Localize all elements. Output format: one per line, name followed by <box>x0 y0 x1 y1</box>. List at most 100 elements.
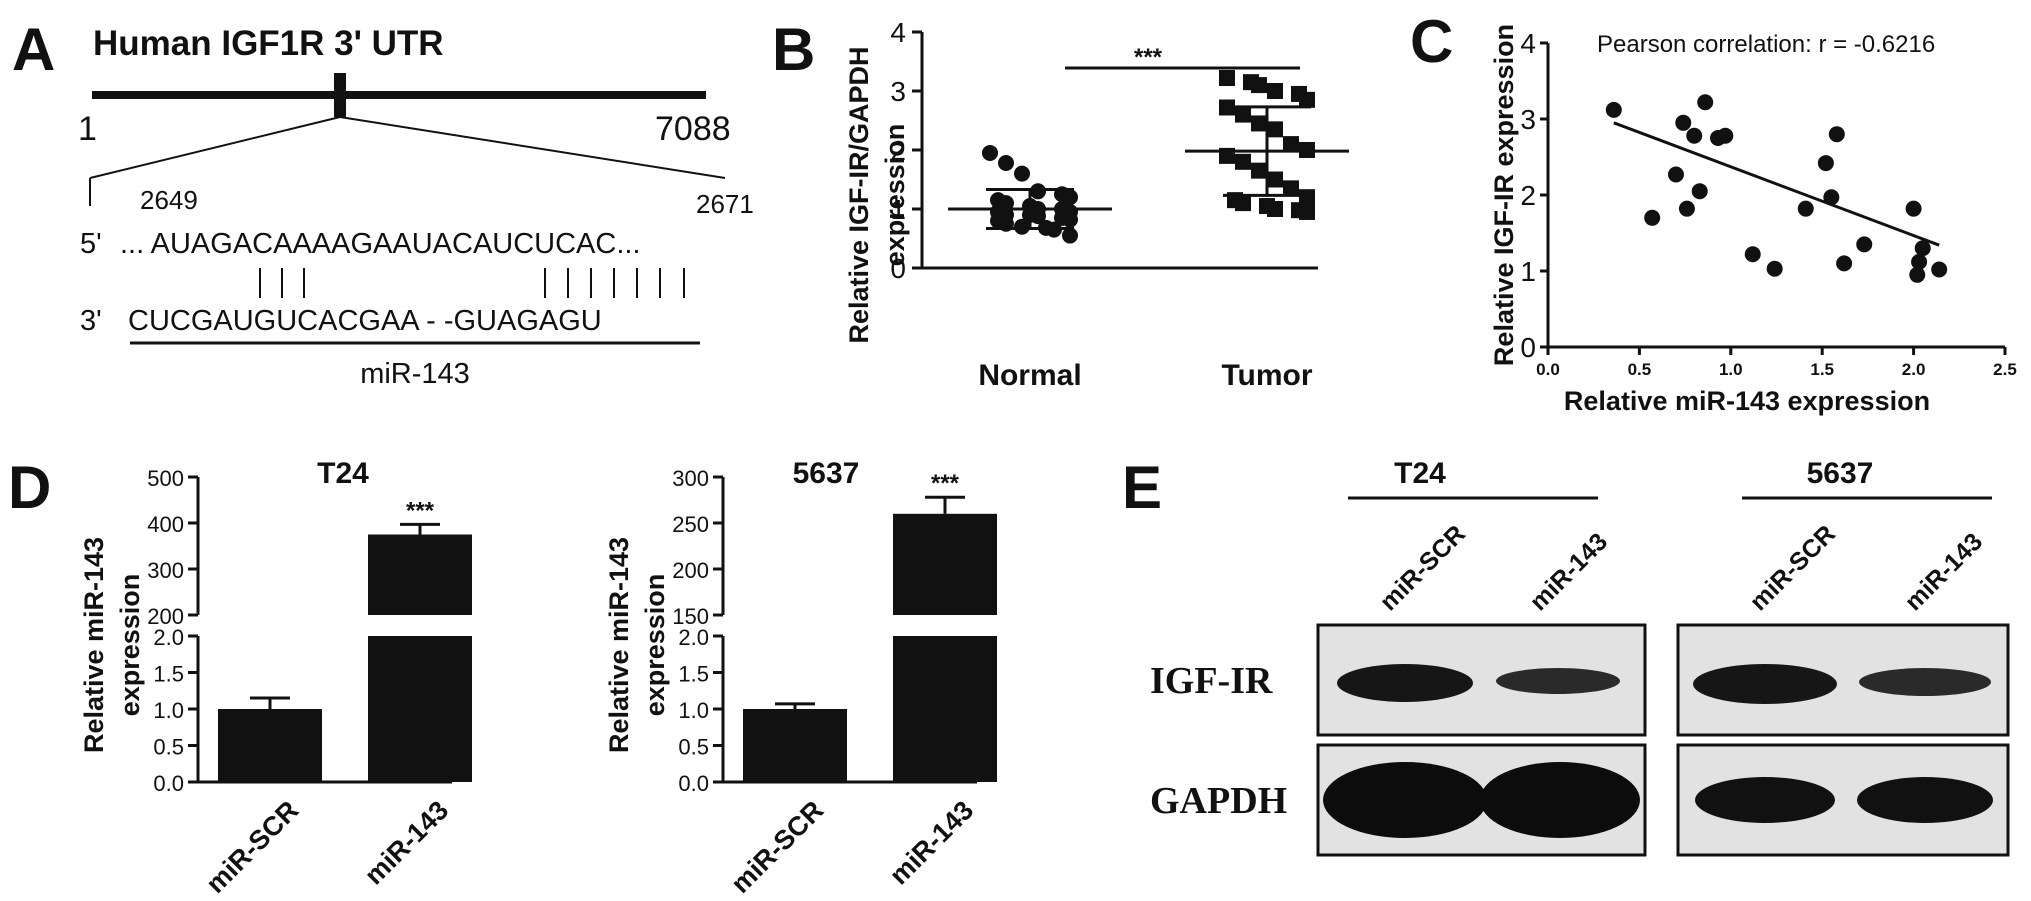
b-ylabel-line1: Relative IGF-IR/GAPDH <box>844 46 874 343</box>
c-ytick-label: 1 <box>1520 256 1536 287</box>
b-ytick-label: 3 <box>890 76 906 107</box>
b-point-tumor <box>1267 201 1283 217</box>
e-lane-t24-143: miR-143 <box>1524 528 1613 617</box>
c-xtick-label: 1.0 <box>1719 360 1743 379</box>
c-point <box>1644 209 1661 226</box>
c-xlabel: Relative miR-143 expression <box>1564 386 1930 416</box>
c-point <box>1675 114 1692 131</box>
b-ytick-label: 2 <box>890 135 906 166</box>
b-point-normal <box>982 144 998 161</box>
d-ytick-label: 200 <box>672 558 709 583</box>
b-point-tumor <box>1267 83 1283 99</box>
c-xtick-label: 0.0 <box>1536 360 1560 379</box>
b-ytick-label: 4 <box>890 17 906 48</box>
d-ytick-label: 2.0 <box>678 625 709 650</box>
e-band-5637-gapdh-scr <box>1695 777 1835 823</box>
d1-ylabel-line1: Relative miR-143 <box>79 537 109 753</box>
b-point-normal <box>998 215 1014 232</box>
mir-name: miR-143 <box>360 358 470 390</box>
d-bar-miR-SCR <box>743 709 847 782</box>
c-point <box>1856 236 1873 253</box>
panel-label-e: E <box>1122 454 1162 521</box>
b-point-tumor <box>1219 70 1235 87</box>
c-point <box>1914 240 1931 257</box>
e-row-igf1r: IGF-IR <box>1150 660 1273 702</box>
b-point-tumor <box>1219 99 1235 116</box>
d-bar-miR-143-upper <box>893 513 997 615</box>
panel-label-d: D <box>8 454 51 521</box>
b-point-tumor <box>1251 162 1267 179</box>
d-ytick-label: 250 <box>672 512 709 537</box>
b-ytick-label: 1 <box>890 194 906 225</box>
zoom-line-left <box>89 116 341 179</box>
e-lane-5637-scr: miR-SCR <box>1744 520 1840 616</box>
mir-sequence: CUCGAUGUCACGAA - -GUAGAGU <box>128 305 602 337</box>
b-point-tumor <box>1299 203 1315 220</box>
b-point-normal <box>1014 218 1030 235</box>
three-prime-label: 3' <box>80 305 102 337</box>
five-prime-label: 5' <box>80 228 102 260</box>
b-point-tumor <box>1267 121 1283 138</box>
b-point-normal <box>1062 211 1078 228</box>
c-point <box>1828 126 1845 143</box>
d1-title: T24 <box>317 457 369 490</box>
e-band-t24-gapdh-143 <box>1480 762 1640 838</box>
e-row-gapdh: GAPDH <box>1150 780 1287 822</box>
b-point-tumor <box>1267 171 1283 188</box>
d-ytick-label: 200 <box>147 604 184 629</box>
b-point-tumor <box>1283 180 1299 197</box>
d-ytick-label: 500 <box>147 466 184 491</box>
e-group-t24: T24 <box>1394 457 1446 490</box>
c-point <box>1678 200 1695 217</box>
d2-title: 5637 <box>793 457 860 490</box>
utr-title: Human IGF1R 3' UTR <box>93 24 444 63</box>
c-point <box>1697 94 1714 111</box>
d-ytick-label: 1.0 <box>153 698 184 723</box>
base-pairing-lines <box>259 268 685 298</box>
b-point-normal <box>1062 189 1078 206</box>
d-category-label: miR-SCR <box>200 795 304 899</box>
e-band-5637-igf1r-scr <box>1693 664 1837 704</box>
utr-start-label: 1 <box>78 110 97 148</box>
c-point <box>1931 261 1948 278</box>
d-ytick-label: 400 <box>147 512 184 537</box>
d-ytick-label: 0.0 <box>153 771 184 796</box>
c-point <box>1691 183 1708 200</box>
panel-e-western-blot: T24 5637 miR-SCR miR-143 miR-SCR miR-143… <box>1150 457 2010 857</box>
e-band-5637-igf1r-143 <box>1859 668 1991 696</box>
e-lane-t24-scr: miR-SCR <box>1374 520 1470 616</box>
d-significance: *** <box>931 470 960 497</box>
c-point <box>1823 189 1840 206</box>
e-band-5637-gapdh-143 <box>1857 777 1993 823</box>
b-point-normal <box>1030 208 1046 225</box>
c-point <box>1797 200 1814 217</box>
d-bar-miR-143-lower <box>893 636 997 782</box>
panel-a-utr-diagram: Human IGF1R 3' UTR 1 7088 2649 2671 5' .… <box>78 24 754 390</box>
e-band-t24-gapdh-scr <box>1323 762 1487 838</box>
c-ylabel: Relative IGF-IR expression <box>1489 24 1519 366</box>
b-point-normal <box>1062 227 1078 244</box>
panel-d-t24-bars: T24 Relative miR-143 expression 0.0 0.5 1.… <box>79 457 472 899</box>
c-point <box>1911 253 1928 270</box>
b-point-tumor <box>1235 106 1251 123</box>
utr-end-label: 7088 <box>655 110 731 148</box>
b-point-normal <box>998 154 1014 171</box>
d-ytick-label: 1.5 <box>678 662 709 687</box>
b-point-tumor <box>1299 142 1315 158</box>
c-fit-line <box>1613 121 1940 247</box>
b-point-tumor <box>1219 147 1235 164</box>
c-point <box>1817 155 1834 172</box>
d-ytick-label: 150 <box>672 604 709 629</box>
d-bar-miR-143-lower <box>368 636 472 782</box>
d1-ylabel-line2: expression <box>115 574 145 717</box>
c-point <box>1744 246 1761 263</box>
b-category-normal: Normal <box>978 359 1081 392</box>
d-category-label: miR-143 <box>884 795 979 890</box>
b-point-normal <box>1046 221 1062 238</box>
b-point-tumor <box>1299 91 1315 108</box>
d-ytick-label: 2.0 <box>153 625 184 650</box>
c-xtick-label: 1.5 <box>1810 360 1834 379</box>
utr-sequence: ... AUAGACAAAAGAAUACAUCUCAC... <box>120 228 641 260</box>
d-ytick-label: 1.0 <box>678 698 709 723</box>
